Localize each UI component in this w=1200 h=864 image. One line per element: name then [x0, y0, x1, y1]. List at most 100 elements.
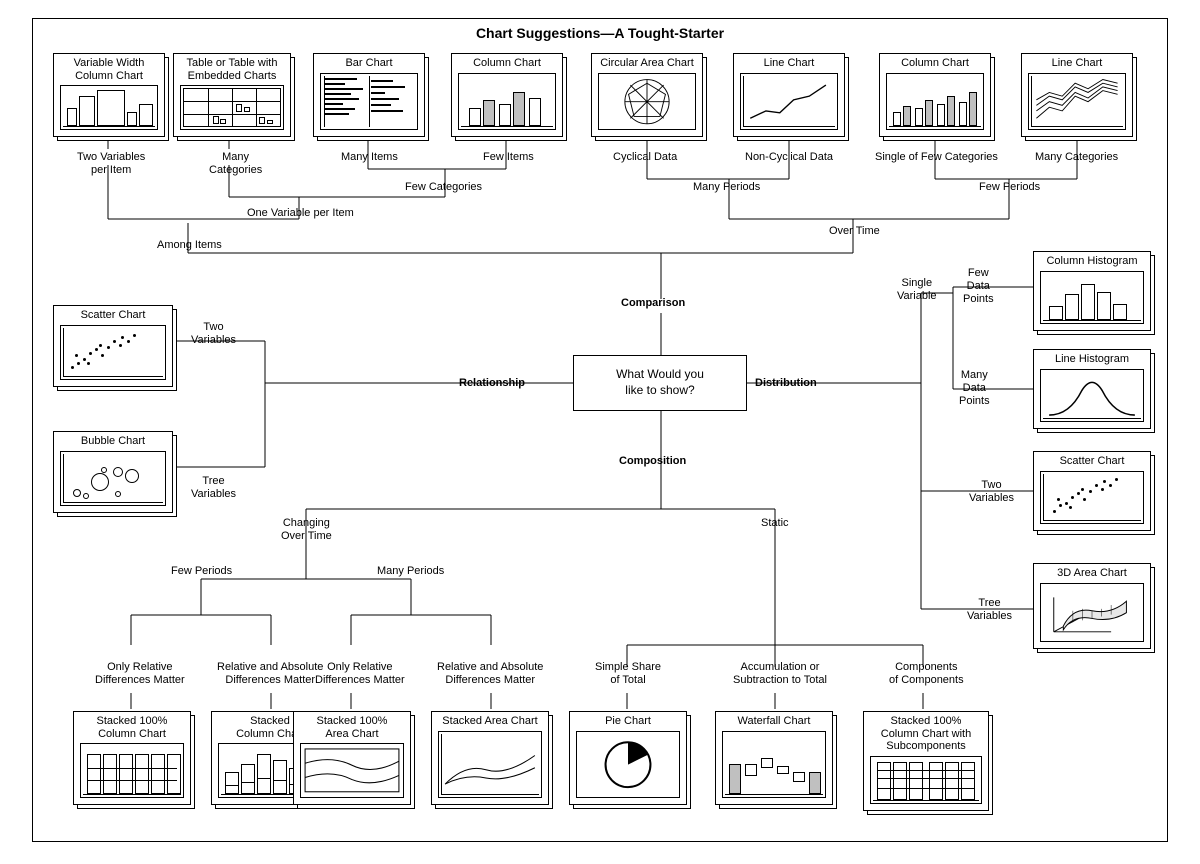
- branch-distribution: Distribution: [755, 377, 817, 390]
- mini-line-icon: [740, 73, 838, 130]
- card-title: Scatter Chart: [54, 306, 172, 323]
- card-title: Line Chart: [1022, 54, 1132, 71]
- lbl-among-items: Among Items: [157, 239, 222, 252]
- card-stacked100-sub: Stacked 100% Column Chart with Subcompon…: [863, 711, 989, 811]
- lbl-many-periods-b: Many Periods: [377, 565, 444, 578]
- card-title: 3D Area Chart: [1034, 564, 1150, 581]
- card-title: Bubble Chart: [54, 432, 172, 449]
- lbl-tree-variables: Tree Variables: [191, 475, 236, 501]
- lbl-tree-variables-r: Tree Variables: [967, 597, 1012, 623]
- lbl-many-periods-top: Many Periods: [693, 181, 760, 194]
- card-column-histogram: Column Histogram: [1033, 251, 1151, 331]
- mini-table-icon: [180, 85, 284, 130]
- mini-stacked100sub-icon: [870, 756, 982, 804]
- card-title: Pie Chart: [570, 712, 686, 729]
- mini-stacked100col-icon: [80, 743, 184, 798]
- lbl-one-var-per-item: One Variable per Item: [247, 207, 354, 220]
- lbl-non-cyclical: Non-Cyclical Data: [745, 151, 833, 164]
- lbl-few-categories: Few Categories: [405, 181, 482, 194]
- card-column-chart: Column Chart: [451, 53, 563, 137]
- lbl-few-items: Few Items: [483, 151, 534, 164]
- card-stacked100-col: Stacked 100% Column Chart: [73, 711, 191, 805]
- lbl-many-categories: Many Categories: [209, 151, 262, 177]
- card-title: Stacked 100% Area Chart: [294, 712, 410, 741]
- card-title: Stacked Area Chart: [432, 712, 548, 729]
- card-pie-chart: Pie Chart: [569, 711, 687, 805]
- mini-3darea-icon: [1040, 583, 1144, 642]
- center-question: What Would you like to show?: [573, 355, 747, 411]
- lbl-two-vars-per-item: Two Variables per Item: [77, 151, 145, 177]
- lbl-comp-of-comp: Components of Components: [889, 661, 964, 687]
- mini-stackedarea-icon: [438, 731, 542, 798]
- card-column-chart-2: Column Chart: [879, 53, 991, 137]
- card-title: Scatter Chart: [1034, 452, 1150, 469]
- lbl-simple-share: Simple Share of Total: [595, 661, 661, 687]
- lbl-rel-abs-2: Relative and Absolute Differences Matter: [437, 661, 543, 687]
- card-circular-area: Circular Area Chart: [591, 53, 703, 137]
- card-line-chart-2: Line Chart: [1021, 53, 1133, 137]
- diagram-title: Chart Suggestions—A Tought-Starter: [33, 25, 1167, 41]
- card-scatter-chart: Scatter Chart: [53, 305, 173, 387]
- lbl-changing-over-time: Changing Over Time: [281, 517, 332, 543]
- mini-stacked100area-icon: [300, 743, 404, 798]
- mini-scatter2-icon: [1040, 471, 1144, 524]
- lbl-only-rel-1: Only Relative Differences Matter: [95, 661, 185, 687]
- lbl-only-rel-2: Only Relative Differences Matter: [315, 661, 405, 687]
- card-bubble-chart: Bubble Chart: [53, 431, 173, 513]
- lbl-many-items: Many Items: [341, 151, 398, 164]
- card-table-embedded: Table or Table with Embedded Charts: [173, 53, 291, 137]
- lbl-two-variables: Two Variables: [191, 321, 236, 347]
- lbl-cyclical: Cyclical Data: [613, 151, 677, 164]
- card-title: Bar Chart: [314, 54, 424, 71]
- lbl-rel-abs-1: Relative and Absolute Differences Matter: [217, 661, 323, 687]
- card-title: Circular Area Chart: [592, 54, 702, 71]
- lbl-static: Static: [761, 517, 789, 530]
- card-title: Table or Table with Embedded Charts: [174, 54, 290, 83]
- branch-comparison: Comparison: [621, 297, 685, 310]
- mini-column2-icon: [886, 73, 984, 130]
- card-title: Line Histogram: [1034, 350, 1150, 367]
- diagram-stage: Chart Suggestions—A Tought-Starter: [0, 0, 1200, 864]
- card-title: Stacked 100% Column Chart with Subcompon…: [864, 712, 988, 754]
- card-title: Line Chart: [734, 54, 844, 71]
- mini-bar-icon: [320, 73, 418, 130]
- card-title: Column Chart: [880, 54, 990, 71]
- card-title: Stacked 100% Column Chart: [74, 712, 190, 741]
- card-waterfall: Waterfall Chart: [715, 711, 833, 805]
- card-title: Waterfall Chart: [716, 712, 832, 729]
- mini-line2-icon: [1028, 73, 1126, 130]
- mini-waterfall-icon: [722, 731, 826, 798]
- center-question-text: What Would you like to show?: [616, 367, 704, 398]
- mini-colhist-icon: [1040, 271, 1144, 324]
- mini-column-icon: [458, 73, 556, 130]
- mini-linehist-icon: [1040, 369, 1144, 422]
- lbl-single-variable: Single Variable: [897, 277, 937, 303]
- mini-scatter-icon: [60, 325, 166, 380]
- card-stacked100-area-real: Stacked 100% Area Chart: [293, 711, 411, 805]
- branch-composition: Composition: [619, 455, 686, 468]
- mini-bubble-icon: [60, 451, 166, 506]
- lbl-few-periods-top: Few Periods: [979, 181, 1040, 194]
- lbl-many-data-points: Many Data Points: [959, 369, 990, 409]
- lbl-few-periods-b: Few Periods: [171, 565, 232, 578]
- card-bar-chart: Bar Chart: [313, 53, 425, 137]
- card-title: Column Histogram: [1034, 252, 1150, 269]
- branch-relationship: Relationship: [459, 377, 525, 390]
- lbl-few-data-points: Few Data Points: [963, 267, 994, 307]
- card-title: Variable Width Column Chart: [54, 54, 164, 83]
- mini-pie-icon: [576, 731, 680, 798]
- card-line-chart: Line Chart: [733, 53, 845, 137]
- card-variable-width-column: Variable Width Column Chart: [53, 53, 165, 137]
- card-title: Column Chart: [452, 54, 562, 71]
- card-line-histogram: Line Histogram: [1033, 349, 1151, 429]
- diagram-frame: Chart Suggestions—A Tought-Starter: [32, 18, 1168, 842]
- lbl-two-variables-r: Two Variables: [969, 479, 1014, 505]
- lbl-accum-sub: Accumulation or Subtraction to Total: [733, 661, 827, 687]
- lbl-over-time: Over Time: [829, 225, 880, 238]
- mini-variable-width-icon: [60, 85, 158, 130]
- mini-circular-icon: [598, 73, 696, 130]
- lbl-many-cats-right: Many Categories: [1035, 151, 1118, 164]
- lbl-single-few-cats: Single of Few Categories: [875, 151, 998, 164]
- card-stacked-area: Stacked Area Chart: [431, 711, 549, 805]
- card-3d-area: 3D Area Chart: [1033, 563, 1151, 649]
